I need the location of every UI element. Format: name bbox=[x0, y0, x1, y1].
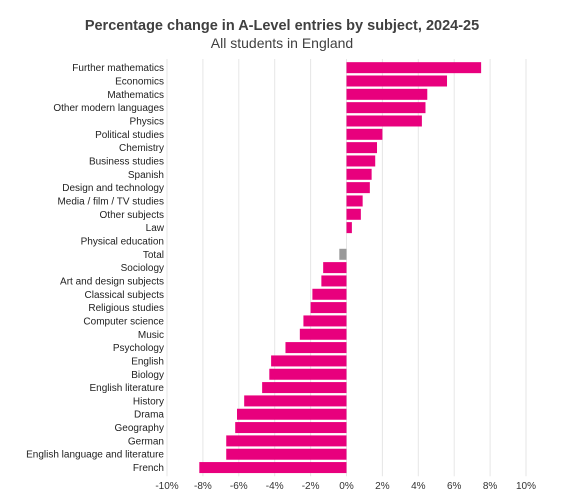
category-label: Music bbox=[138, 330, 164, 341]
category-label: Psychology bbox=[113, 343, 164, 354]
category-label: Other subjects bbox=[100, 210, 164, 221]
bar bbox=[303, 315, 347, 327]
bar bbox=[346, 62, 482, 74]
bar bbox=[235, 422, 347, 434]
category-label: Further mathematics bbox=[72, 63, 164, 74]
category-label: Mathematics bbox=[107, 90, 164, 101]
bar bbox=[346, 208, 361, 220]
bar bbox=[199, 462, 347, 474]
bar bbox=[346, 75, 448, 87]
bar bbox=[310, 302, 347, 314]
category-label: Political studies bbox=[95, 130, 164, 141]
category-label: Other modern languages bbox=[53, 103, 164, 114]
bar bbox=[237, 408, 347, 420]
x-tick-label: -8% bbox=[194, 481, 212, 492]
x-tick-label: 0% bbox=[339, 481, 354, 492]
category-label: Business studies bbox=[89, 156, 164, 167]
bar bbox=[244, 395, 347, 407]
category-label: Geography bbox=[115, 423, 164, 434]
category-label: Spanish bbox=[128, 170, 164, 181]
bar bbox=[339, 248, 347, 260]
category-label: History bbox=[133, 396, 164, 407]
category-label: German bbox=[128, 436, 164, 447]
x-tick-label: -2% bbox=[302, 481, 320, 492]
bar bbox=[346, 155, 376, 167]
bar bbox=[321, 275, 347, 287]
bar bbox=[323, 262, 347, 274]
category-label: Chemistry bbox=[119, 143, 164, 154]
x-tick-label: 2% bbox=[375, 481, 390, 492]
category-label: Economics bbox=[115, 76, 164, 87]
bar bbox=[299, 328, 347, 340]
x-tick-label: 8% bbox=[483, 481, 498, 492]
category-label: Media / film / TV studies bbox=[57, 196, 164, 207]
category-label: Art and design subjects bbox=[60, 276, 164, 287]
bar bbox=[346, 102, 426, 114]
category-label: Law bbox=[146, 223, 165, 234]
bar bbox=[346, 128, 383, 140]
category-label: Religious studies bbox=[88, 303, 164, 314]
bar bbox=[226, 435, 347, 447]
x-tick-label: -6% bbox=[230, 481, 248, 492]
category-label: English language and literature bbox=[26, 450, 164, 461]
category-label: English literature bbox=[90, 383, 165, 394]
category-label: Sociology bbox=[121, 263, 164, 274]
bar bbox=[346, 115, 422, 127]
bar bbox=[285, 342, 347, 354]
category-label: Physical education bbox=[81, 236, 164, 247]
category-label: Drama bbox=[134, 410, 164, 421]
x-axis-ticks: -10% -8% -6% -4% -2% 0% 2% 4% 6% 8% 10% bbox=[155, 481, 536, 492]
bar bbox=[312, 288, 347, 300]
category-label: Classical subjects bbox=[85, 290, 164, 301]
chart-subtitle: All students in England bbox=[211, 35, 353, 51]
bar bbox=[346, 222, 352, 234]
category-label: French bbox=[133, 463, 164, 474]
category-label: Physics bbox=[130, 116, 164, 127]
bar bbox=[346, 168, 372, 180]
x-tick-label: 10% bbox=[516, 481, 536, 492]
x-tick-label: -4% bbox=[266, 481, 284, 492]
bars bbox=[199, 62, 482, 474]
x-tick-label: 4% bbox=[411, 481, 426, 492]
x-tick-label: 6% bbox=[447, 481, 462, 492]
bar bbox=[271, 355, 347, 367]
category-label: Design and technology bbox=[62, 183, 164, 194]
bar bbox=[346, 195, 363, 207]
category-label: English bbox=[131, 356, 164, 367]
x-tick-label: -10% bbox=[155, 481, 178, 492]
bar bbox=[226, 448, 347, 460]
category-labels: Further mathematics Economics Mathematics O… bbox=[26, 63, 165, 474]
bar bbox=[269, 368, 347, 380]
bar bbox=[346, 88, 428, 100]
category-label: Total bbox=[143, 250, 164, 261]
bar bbox=[346, 182, 370, 194]
chart-title: Percentage change in A-Level entries by … bbox=[85, 18, 479, 34]
bar bbox=[262, 382, 347, 394]
bar bbox=[346, 142, 378, 154]
category-label: Biology bbox=[131, 370, 164, 381]
category-label: Computer science bbox=[83, 316, 164, 327]
